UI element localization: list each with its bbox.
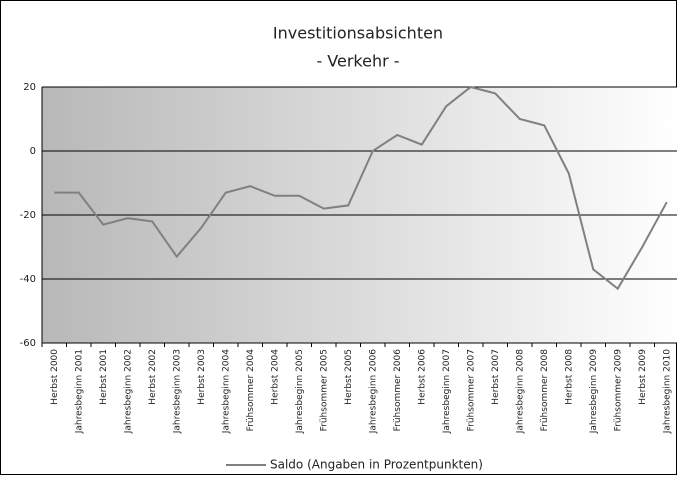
data-line [54, 85, 668, 291]
x-tick-label: Frühsommer 2009 [613, 349, 623, 432]
x-tick-label: Herbst 2003 [197, 349, 207, 405]
x-tick-label: Jahresbeginn 2005 [295, 349, 305, 434]
legend-label: Saldo (Angaben in Prozentpunkten) [270, 458, 483, 472]
x-tick-label: Frühsommer 2008 [540, 349, 550, 432]
x-tick-label: Herbst 2009 [638, 349, 648, 405]
x-tick-label: Herbst 2000 [50, 349, 60, 405]
x-tick-label: Jahresbeginn 2010 [662, 349, 672, 435]
x-tick-label: Frühsommer 2004 [246, 349, 256, 432]
x-tick-label: Herbst 2008 [564, 349, 574, 405]
x-tick-label: Herbst 2006 [417, 349, 427, 405]
x-tick-label: Herbst 2007 [491, 349, 501, 405]
y-tick-label: -40 [20, 274, 36, 285]
y-tick-label: 0 [30, 146, 36, 157]
x-tick-label: Jahresbeginn 2006 [368, 349, 378, 435]
x-tick-label: Frühsommer 2005 [319, 349, 329, 431]
x-tick-label: Jahresbeginn 2008 [515, 349, 525, 435]
y-tick-label: 20 [23, 82, 36, 93]
x-tick-label: Herbst 2005 [344, 349, 354, 405]
x-tick-label: Jahresbeginn 2001 [74, 349, 84, 434]
x-tick-label: Frühsommer 2006 [393, 349, 403, 432]
y-tick-label: -60 [20, 338, 36, 349]
x-tick-label: Jahresbeginn 2009 [589, 349, 599, 435]
x-tick-label: Jahresbeginn 2004 [221, 349, 231, 435]
x-tick-label: Jahresbeginn 2002 [123, 349, 133, 434]
chart-subtitle: - Verkehr - [316, 52, 399, 71]
x-tick-label: Jahresbeginn 2003 [172, 349, 182, 434]
chart-title: Investitionsabsichten [273, 24, 443, 43]
x-tick-label: Herbst 2002 [148, 349, 158, 405]
x-tick-label: Herbst 2001 [99, 349, 109, 405]
x-tick-label: Frühsommer 2007 [466, 349, 476, 431]
y-tick-label: -20 [20, 210, 36, 221]
x-tick-label: Herbst 2004 [270, 349, 280, 405]
x-tick-label: Jahresbeginn 2007 [442, 349, 452, 434]
